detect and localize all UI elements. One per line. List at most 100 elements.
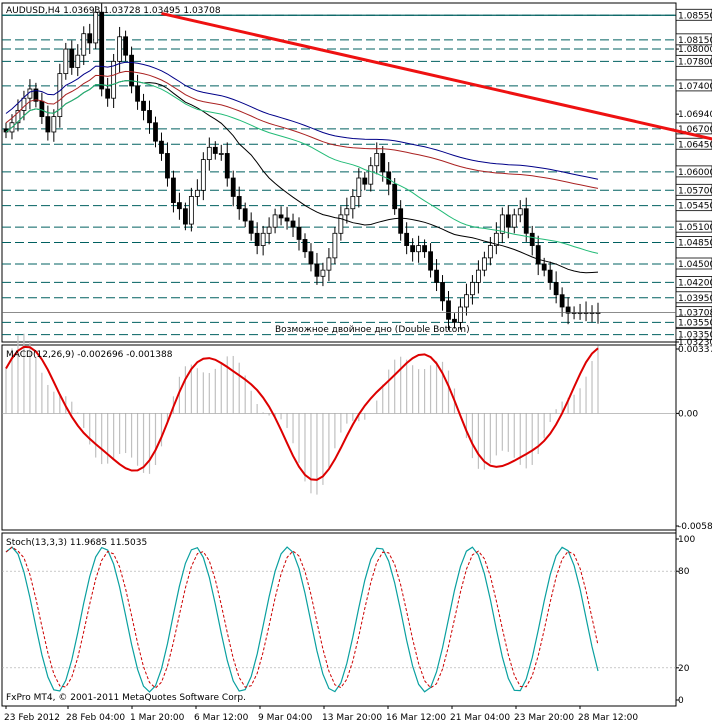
candle-body — [15, 110, 21, 124]
candle-body — [481, 257, 487, 271]
candle-body — [553, 282, 559, 296]
copyright-text: FxPro MT4, © 2001-2011 MetaQuotes Softwa… — [6, 693, 246, 703]
price-tick-label: 1.04500 — [678, 260, 712, 270]
candle-body — [212, 146, 218, 154]
price-label-box — [675, 236, 712, 248]
candle-body — [505, 214, 511, 228]
candle-body — [165, 153, 170, 179]
price-tick-label: 1.06000 — [678, 168, 712, 178]
candle-body — [75, 54, 81, 68]
candle-body — [111, 60, 117, 99]
candle-body — [236, 196, 242, 210]
price-tick-label: 1.04200 — [678, 278, 712, 288]
candle-body — [374, 153, 380, 167]
candle-body — [254, 232, 260, 246]
candle-body — [529, 232, 535, 246]
time-axis-label: 23 Mar 20:00 — [514, 713, 574, 723]
price-tick-label: 1.08550 — [678, 11, 712, 21]
time-axis-label: 23 Feb 2012 — [4, 713, 60, 723]
candle-body — [464, 294, 469, 308]
candle-body — [535, 245, 541, 265]
price-tick-label: 1.08150 — [678, 36, 712, 46]
price-label-box — [675, 257, 712, 270]
candle-body — [559, 294, 565, 308]
candle-body — [523, 208, 529, 234]
candle-body — [410, 245, 416, 253]
candle-body — [69, 48, 75, 68]
candle-body — [147, 110, 152, 124]
price-label-box — [675, 79, 712, 92]
price-tick-label: 1.03550 — [678, 318, 712, 328]
candle-body — [87, 33, 93, 44]
macd-axis-label: 0.00337 — [678, 345, 712, 355]
candle-body — [159, 140, 164, 154]
candle-body — [93, 11, 99, 44]
time-axis-label: 16 Mar 12:00 — [386, 713, 446, 723]
price-label-box — [675, 199, 712, 212]
macd-axis-label: -0.00589 — [678, 522, 712, 532]
candle-body — [99, 11, 105, 90]
candle-body — [182, 208, 188, 225]
candle-body — [188, 196, 194, 225]
candle-body — [452, 318, 457, 323]
candle-body — [153, 122, 158, 142]
candle-body — [296, 226, 302, 240]
candle-body — [242, 208, 248, 222]
candle-body — [476, 269, 481, 283]
candle-body — [105, 88, 111, 99]
trend-line — [161, 11, 712, 141]
moving-average-line — [5, 70, 599, 189]
candle-body — [493, 232, 499, 246]
price-tick-label: 1.08000 — [678, 45, 712, 55]
price-tick-label: 1.06940 — [678, 110, 712, 120]
candle-body — [517, 208, 523, 216]
moving-average-line — [5, 80, 599, 274]
price-tick-label: 1.05450 — [678, 202, 712, 212]
candle-body — [194, 189, 200, 197]
candle-body — [171, 177, 176, 203]
price-tick-label: 1.04850 — [678, 239, 712, 249]
price-tick-label: 1.06450 — [678, 140, 712, 150]
price-tick-label: 1.03350 — [678, 331, 712, 341]
candle-body — [511, 214, 517, 228]
candle-body — [218, 153, 224, 155]
double-bottom-annotation: Возможное двойное дно (Double Bottom) — [275, 325, 470, 335]
stoch-axis-label: 0 — [678, 696, 684, 706]
candle-body — [487, 245, 493, 259]
candle-body — [266, 226, 272, 234]
stoch-signal-line — [5, 546, 599, 689]
candle-body — [206, 146, 212, 161]
candle-body — [499, 214, 505, 234]
price-tick-label: 1.07400 — [678, 82, 712, 92]
candle-body — [81, 33, 87, 56]
candle-body — [380, 153, 386, 173]
candle-body — [284, 217, 290, 222]
candle-body — [290, 220, 296, 228]
candle-body — [434, 269, 439, 283]
candle-body — [356, 177, 362, 197]
candle-body — [416, 245, 422, 253]
candle-body — [338, 214, 344, 234]
candle-body — [129, 54, 134, 87]
stoch-main-line — [5, 546, 599, 693]
candle-body — [308, 251, 314, 265]
candle-body — [422, 245, 427, 253]
price-tick-label: 1.03230 — [678, 338, 712, 348]
candle-body — [350, 196, 356, 210]
stoch-axis-label: 80 — [678, 567, 690, 577]
candle-body — [344, 208, 350, 216]
candle-body — [278, 214, 284, 219]
candle-body — [565, 306, 571, 314]
price-label-box — [675, 220, 712, 233]
candle-body — [362, 177, 368, 185]
price-tick-label: 1.05100 — [678, 223, 712, 233]
candle-body — [458, 306, 463, 323]
time-axis-label: 6 Mar 12:00 — [194, 713, 249, 723]
candle-body — [57, 73, 63, 118]
price-tick-label: 1.07800 — [678, 57, 712, 67]
moving-average-line — [5, 61, 599, 180]
price-label-box — [675, 137, 712, 150]
candle-body — [123, 36, 128, 56]
time-axis-label: 1 Mar 20:00 — [130, 713, 185, 723]
candle-body — [230, 177, 236, 197]
